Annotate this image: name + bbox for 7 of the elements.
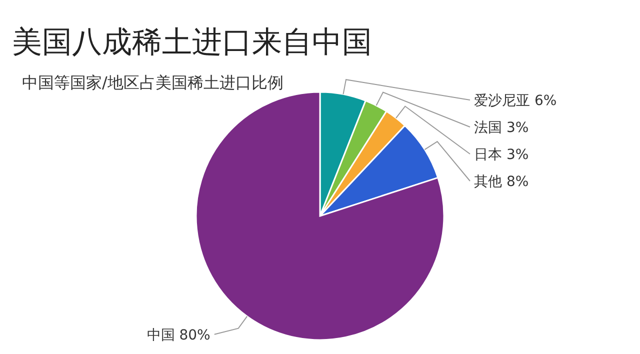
slice-label: 其他 8% xyxy=(474,174,529,190)
chart-title: 美国八成稀土进口来自中国 xyxy=(12,25,372,60)
slice-label: 爱沙尼亚 6% xyxy=(474,93,557,109)
slice-label: 日本 3% xyxy=(474,147,529,163)
slice-label: 法国 3% xyxy=(474,120,529,136)
chart-subtitle: 中国等国家/地区占美国稀土进口比例 xyxy=(22,73,284,92)
slice-label: 中国 80% xyxy=(146,327,210,344)
